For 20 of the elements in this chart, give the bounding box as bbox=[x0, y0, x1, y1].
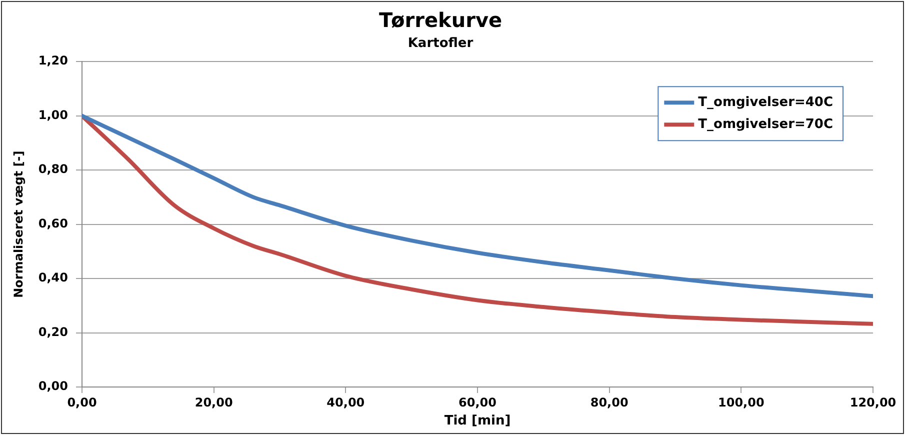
x-tick-label: 120,00 bbox=[850, 395, 896, 410]
x-tick-label: 80,00 bbox=[590, 395, 628, 410]
x-axis-title: Tid [min] bbox=[444, 414, 511, 429]
x-tick-label: 100,00 bbox=[718, 395, 764, 410]
y-tick-label: 0,00 bbox=[38, 379, 68, 394]
y-tick-label: 0,40 bbox=[38, 270, 68, 285]
y-tick-label: 0,60 bbox=[38, 216, 68, 230]
y-tick-label: 0,20 bbox=[38, 324, 68, 339]
chart-title: Tørrekurve bbox=[378, 8, 502, 32]
x-tick-label: 40,00 bbox=[326, 395, 365, 410]
x-tick-label: 0,00 bbox=[67, 395, 97, 410]
legend-label: T_omgivelser=40C bbox=[698, 94, 833, 110]
y-axis-title: Normaliseret vægt [-] bbox=[11, 150, 26, 298]
chart-subtitle: Kartofler bbox=[408, 36, 474, 52]
x-tick-label: 20,00 bbox=[194, 395, 233, 410]
y-tick-label: 0,80 bbox=[38, 162, 68, 176]
y-tick-label: 1,20 bbox=[38, 54, 68, 68]
y-tick-label: 1,00 bbox=[38, 108, 68, 122]
x-tick-label: 60,00 bbox=[458, 395, 496, 410]
legend-label: T_omgivelser=70C bbox=[698, 116, 833, 132]
